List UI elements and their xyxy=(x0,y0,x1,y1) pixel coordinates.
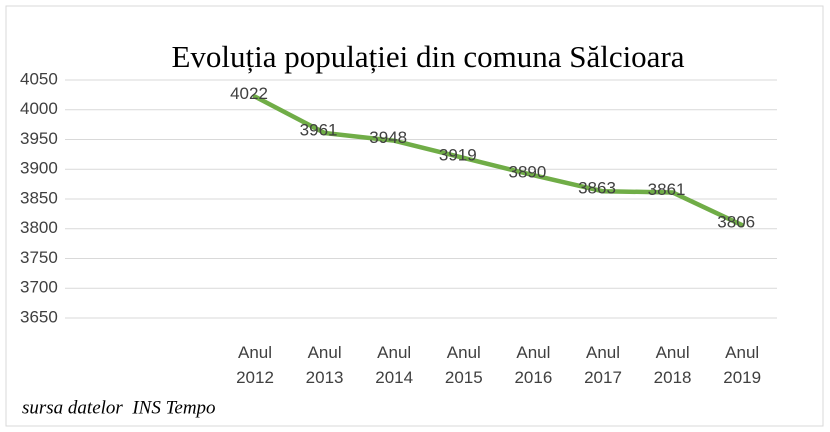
x-tick-label: Anul 2014 xyxy=(375,343,414,387)
x-tick-label: Anul 2019 xyxy=(723,343,762,387)
y-tick-label: 3750 xyxy=(20,248,58,267)
chart-border xyxy=(5,5,824,427)
data-label: 3961 xyxy=(300,120,338,139)
x-tick-label: Anul 2018 xyxy=(653,343,692,387)
x-tick-label: Anul 2012 xyxy=(236,343,274,387)
data-label: 3919 xyxy=(439,145,477,164)
y-tick-label: 3950 xyxy=(20,129,58,148)
data-line xyxy=(252,94,745,228)
x-tick-label: Anul 2013 xyxy=(305,343,344,387)
x-tick-label: Anul 2017 xyxy=(584,343,622,387)
x-tick-label: Anul 2015 xyxy=(444,343,483,387)
y-tick-label: 3800 xyxy=(20,218,58,237)
data-label: 3948 xyxy=(369,128,407,147)
y-tick-label: 4000 xyxy=(20,99,58,118)
y-tick-label: 3650 xyxy=(20,307,58,326)
data-label: 4022 xyxy=(230,84,268,103)
data-label: 3890 xyxy=(508,163,546,182)
y-tick-label: 3700 xyxy=(20,278,58,297)
y-tick-label: 3900 xyxy=(20,159,58,178)
data-label: 3806 xyxy=(717,213,755,232)
data-label: 3861 xyxy=(648,180,686,199)
source-note: sursa datelor INS Tempo xyxy=(22,397,216,418)
data-label: 3863 xyxy=(578,179,616,198)
y-tick-label: 4050 xyxy=(20,69,58,88)
y-tick-label: 3850 xyxy=(20,188,58,207)
chart-title: Evoluția populației din comuna Sălcioara xyxy=(171,39,684,74)
x-tick-label: Anul 2016 xyxy=(514,343,553,387)
